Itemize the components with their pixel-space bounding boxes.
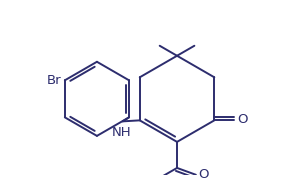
Text: NH: NH bbox=[112, 126, 131, 139]
Text: O: O bbox=[198, 168, 209, 181]
Text: O: O bbox=[237, 113, 247, 126]
Text: Br: Br bbox=[47, 74, 62, 87]
